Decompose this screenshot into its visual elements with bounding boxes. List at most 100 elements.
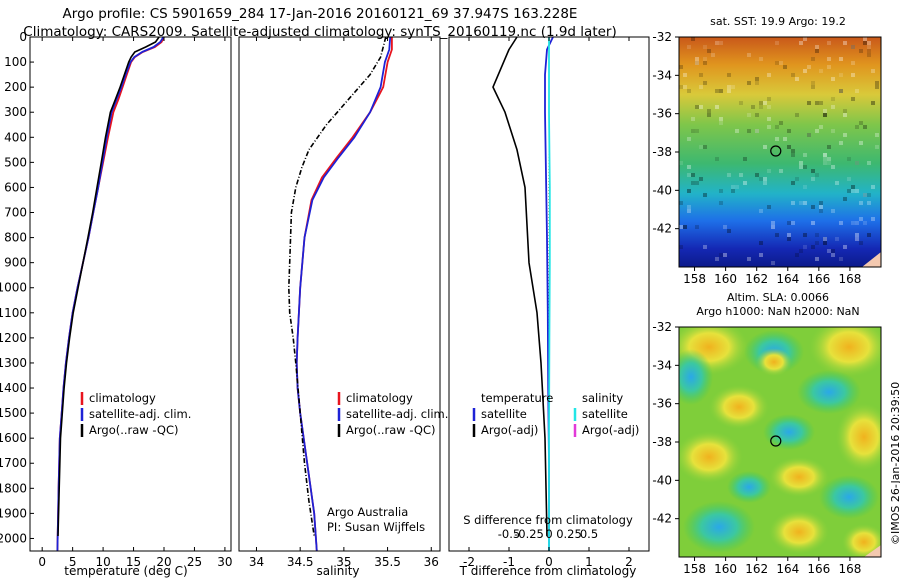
- difference-plot-area: [492, 36, 554, 551]
- y-tick-label: 2000: [0, 531, 27, 545]
- salinity-axes-frame: [238, 36, 441, 552]
- y-tick-label: 200: [4, 80, 27, 94]
- lon-tick-label: 160: [714, 272, 737, 286]
- y-tick-label: 600: [4, 180, 27, 194]
- s-tick-label: 0.5: [580, 527, 598, 541]
- x-tick-label: 25: [187, 555, 202, 569]
- y-tick-label: 800: [4, 231, 27, 245]
- legend-header-salinity: salinity: [582, 391, 623, 405]
- y-tick-label: 1900: [0, 506, 27, 520]
- sla-map-panel: Altim. SLA: 0.0066 Argo h1000: NaN h2000…: [652, 291, 882, 576]
- x-tick-label: 35.5: [374, 555, 401, 569]
- sst-map-panel: sat. SST: 19.9 Argo: 19.2 158 160 162 164 16…: [652, 15, 882, 286]
- lon-tick-label: 168: [838, 562, 861, 576]
- lat-tick-label: -40: [652, 183, 672, 197]
- legend-label-climatology: climatology: [346, 391, 413, 405]
- lat-tick-label: -34: [652, 358, 672, 372]
- depth-y-ticks: 0 100 200 300 400 500 600 700 800 900 1000 1100 1200…: [0, 30, 34, 545]
- sst-map-title: sat. SST: 19.9 Argo: 19.2: [710, 15, 846, 28]
- lat-tick-label: -32: [652, 30, 672, 44]
- temperature-axes-frame: [29, 36, 232, 552]
- lat-tick-label: -32: [652, 320, 672, 334]
- lat-tick-label: -36: [652, 397, 672, 411]
- legend-label-satellite: satellite-adj. clim.: [89, 407, 191, 421]
- y-tick-label: 700: [4, 206, 27, 220]
- x-tick-label: 0: [545, 555, 553, 569]
- y-tick-label: 500: [4, 155, 27, 169]
- lat-tick-label: -36: [652, 107, 672, 121]
- x-tick-label: 20: [156, 555, 171, 569]
- legend-header-temperature: temperature: [481, 391, 553, 405]
- series-line-argo-raw-qc: [288, 36, 387, 537]
- x-tick-label: 10: [95, 555, 110, 569]
- temperature-x-ticks: 0 5 10 15 20 25 30: [38, 37, 233, 569]
- salinity-panel: 34 34.5 35 35.5 36 salinity climatology sate…: [238, 36, 448, 578]
- x-tick-label: -2: [463, 555, 475, 569]
- y-tick-label: 1100: [0, 306, 27, 320]
- lon-tick-label: 160: [714, 562, 737, 576]
- sst-longitude-ticks: 158 160 162 164 166 168: [683, 267, 861, 286]
- s-tick-label: 0: [545, 527, 552, 541]
- y-tick-label: 1400: [0, 381, 27, 395]
- y-tick-label: 1000: [0, 281, 27, 295]
- legend-label-climatology: climatology: [89, 391, 156, 405]
- series-line-climatology: [295, 37, 393, 552]
- sla-map-title-line2: Argo h1000: NaN h2000: NaN: [696, 305, 859, 318]
- series-line-satellite: [548, 37, 551, 551]
- legend-label-t-satellite: satellite: [481, 407, 527, 421]
- difference-panel: -2 -1 0 1 2 -0.5-0.25 0 0.250.5 S difference f…: [448, 36, 650, 578]
- series-line-argo-raw-qc: [57, 36, 160, 537]
- annotation-pi-name: PI: Susan Wijffels: [327, 520, 425, 534]
- x-tick-label: 2: [625, 555, 633, 569]
- legend-label-s-argo: Argo(-adj): [582, 423, 639, 437]
- lon-tick-label: 158: [683, 272, 706, 286]
- x-tick-label: 30: [217, 555, 232, 569]
- x-tick-label: 34: [249, 555, 264, 569]
- temperature-panel: 0 5 10 15 20 25 30 0 100 200 300 400 500 600 700 800 90…: [0, 30, 233, 578]
- temperature-legend: climatology satellite-adj. clim. Argo(..…: [80, 391, 191, 437]
- legend-label-s-satellite: satellite: [582, 407, 628, 421]
- sla-field: [679, 327, 881, 557]
- x-tick-label: -1: [503, 555, 515, 569]
- salinity-x-ticks: 34 34.5 35 35.5 36: [249, 37, 439, 569]
- lat-tick-label: -38: [652, 145, 672, 159]
- sla-latitude-ticks: -32 -34 -36 -38 -40 -42: [652, 320, 679, 526]
- lat-tick-label: -34: [652, 68, 672, 82]
- lon-tick-label: 166: [807, 272, 830, 286]
- salinity-legend: climatology satellite-adj. clim. Argo(..…: [337, 391, 448, 437]
- x-tick-label: 35: [336, 555, 351, 569]
- t-difference-x-ticks: -2 -1 0 1 2: [463, 37, 633, 569]
- imos-credit: ©IMOS 26-Jan-2016 20:39:50: [889, 381, 900, 545]
- sst-land-corner: [862, 252, 881, 267]
- y-tick-label: 1700: [0, 456, 27, 470]
- t-difference-x-label: T difference from climatology: [459, 564, 637, 578]
- lon-tick-label: 164: [776, 562, 799, 576]
- figure-title-line2: Climatology: CARS2009. Satellite-adjuste…: [23, 24, 617, 40]
- lat-tick-label: -42: [652, 512, 672, 526]
- legend-label-satellite: satellite-adj. clim.: [346, 407, 448, 421]
- y-tick-label: 100: [4, 55, 27, 69]
- argo-position-marker: [770, 145, 782, 157]
- series-line-argo-adj: [492, 36, 548, 537]
- y-tick-label: 1300: [0, 356, 27, 370]
- y-tick-label: 1200: [0, 331, 27, 345]
- difference-legend: temperature satellite Argo(-adj) salinit…: [472, 391, 639, 437]
- y-tick-label: 1600: [0, 431, 27, 445]
- s-difference-label: S difference from climatology: [463, 513, 633, 527]
- lon-tick-label: 162: [745, 562, 768, 576]
- x-tick-label: 36: [424, 555, 439, 569]
- salinity-x-label: salinity: [316, 564, 359, 578]
- sla-longitude-ticks: 158 160 162 164 166 168: [683, 557, 861, 576]
- s-tick-label: 0.25: [556, 527, 582, 541]
- y-tick-label: 900: [4, 256, 27, 270]
- y-tick-label: 400: [4, 130, 27, 144]
- y-tick-label: 0: [19, 30, 27, 44]
- lon-tick-label: 162: [745, 272, 768, 286]
- temperature-x-label: temperature (deg C): [64, 564, 187, 578]
- s-tick-label: -0.5: [498, 527, 520, 541]
- y-tick-label: 1800: [0, 481, 27, 495]
- lat-tick-label: -42: [652, 222, 672, 236]
- salinity-plot-area: [288, 36, 393, 552]
- lon-tick-label: 158: [683, 562, 706, 576]
